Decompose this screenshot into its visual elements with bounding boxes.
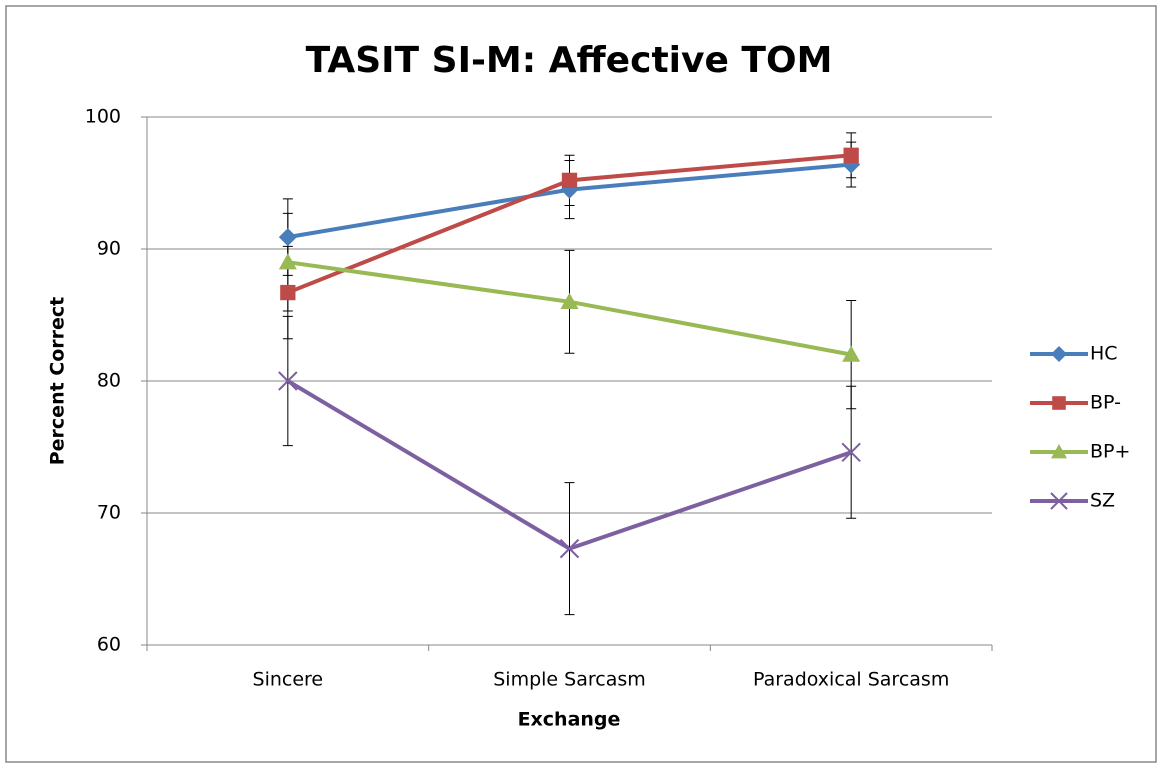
marker [843, 147, 859, 163]
marker [278, 371, 298, 391]
marker [841, 442, 861, 462]
marker [842, 345, 861, 362]
marker [559, 538, 580, 559]
legend-label: HC [1090, 343, 1118, 365]
marker [1051, 444, 1067, 459]
y-tick-label: 70 [97, 502, 121, 524]
y-tick-label: 60 [97, 634, 121, 656]
chart-border [5, 5, 1157, 763]
legend-label: SZ [1090, 490, 1115, 512]
x-tick-label: Simple Sarcasm [493, 669, 646, 691]
x-tick-label: Sincere [253, 669, 324, 691]
legend-label: BP+ [1090, 441, 1130, 463]
y-tick-label: 80 [97, 370, 121, 392]
legend-label: BP- [1090, 392, 1121, 414]
marker [278, 228, 297, 247]
y-axis-title: Percent Correct [47, 297, 69, 466]
x-tick-label: Paradoxical Sarcasm [753, 669, 949, 691]
marker [1051, 346, 1067, 362]
chart-title: TASIT SI-M: Affective TOM [306, 40, 833, 81]
marker [560, 292, 579, 309]
y-tick-label: 100 [85, 106, 121, 128]
x-axis-title: Exchange [518, 709, 621, 731]
marker [280, 284, 296, 301]
marker [561, 172, 578, 189]
y-tick-label: 90 [97, 238, 121, 260]
marker [1050, 492, 1068, 510]
marker [1052, 396, 1066, 410]
marker [278, 253, 297, 270]
